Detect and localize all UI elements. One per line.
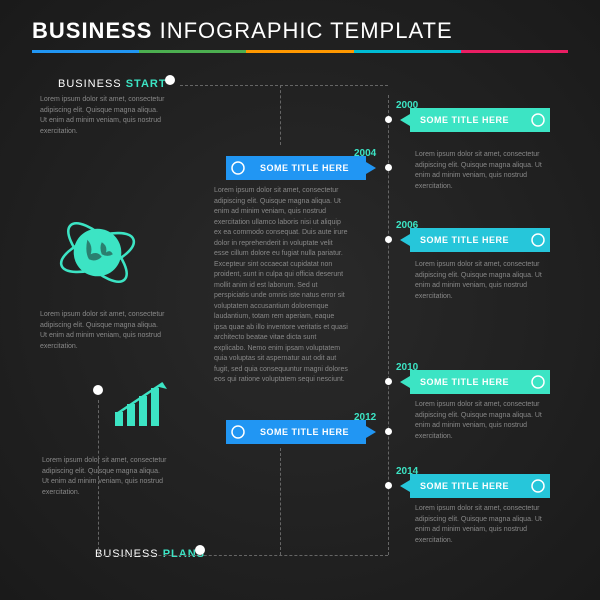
callout-label: SOME TITLE HERE	[410, 115, 526, 125]
callout-label: SOME TITLE HERE	[250, 427, 366, 437]
doc-icon	[526, 370, 550, 394]
lorem-text: Lorem ipsum dolor sit amet, consectetur …	[415, 400, 555, 442]
chat-icon	[226, 420, 250, 444]
connector-line	[280, 85, 281, 145]
connector-node	[195, 545, 205, 555]
lorem-text: Lorem ipsum dolor sit amet, consectetur …	[40, 310, 165, 352]
connector-line	[98, 555, 388, 556]
globe-icon	[526, 108, 550, 132]
timeline-callout: SOME TITLE HERE	[410, 474, 550, 498]
timeline-node	[385, 428, 392, 435]
connector-node	[93, 385, 103, 395]
title-bold: BUSINESS	[32, 18, 152, 43]
timeline-callout: SOME TITLE HERE	[410, 370, 550, 394]
lorem-text: Lorem ipsum dolor sit amet, consectetur …	[415, 504, 555, 546]
lorem-text: Lorem ipsum dolor sit amet, consectetur …	[42, 456, 167, 498]
lorem-text: Lorem ipsum dolor sit amet, consectetur …	[415, 260, 555, 302]
callout-label: SOME TITLE HERE	[410, 481, 526, 491]
chat-icon	[526, 474, 550, 498]
section-start-label: BUSINESS START	[58, 78, 167, 90]
bar-chart-icon	[115, 386, 170, 431]
timeline-callout: SOME TITLE HERE	[410, 228, 550, 252]
timeline-callout: SOME TITLE HERE	[410, 108, 550, 132]
lorem-text: Lorem ipsum dolor sit amet, consectetur …	[214, 186, 349, 386]
callout-label: SOME TITLE HERE	[410, 235, 526, 245]
title-light: INFOGRAPHIC TEMPLATE	[160, 18, 453, 43]
section-plans-label: BUSINESS PLANS	[95, 548, 205, 560]
globe-icon	[55, 210, 140, 295]
connector-line	[180, 85, 388, 86]
connector-node	[165, 75, 175, 85]
callout-label: SOME TITLE HERE	[250, 163, 366, 173]
lorem-text: Lorem ipsum dolor sit amet, consectetur …	[40, 95, 165, 137]
rainbow-divider	[32, 50, 568, 53]
timeline-node	[385, 236, 392, 243]
page-title: BUSINESS INFOGRAPHIC TEMPLATE	[32, 18, 568, 44]
lorem-text: Lorem ipsum dolor sit amet, consectetur …	[415, 150, 555, 192]
bubble-icon	[526, 228, 550, 252]
timeline-callout: SOME TITLE HERE	[226, 420, 366, 444]
timeline-callout: SOME TITLE HERE	[226, 156, 366, 180]
timeline-node	[385, 164, 392, 171]
timeline-node	[385, 116, 392, 123]
timeline-node	[385, 482, 392, 489]
connector-line	[280, 448, 281, 555]
bulb-icon	[226, 156, 250, 180]
connector-line	[98, 400, 99, 555]
callout-label: SOME TITLE HERE	[410, 377, 526, 387]
header: BUSINESS INFOGRAPHIC TEMPLATE	[32, 18, 568, 53]
timeline-node	[385, 378, 392, 385]
